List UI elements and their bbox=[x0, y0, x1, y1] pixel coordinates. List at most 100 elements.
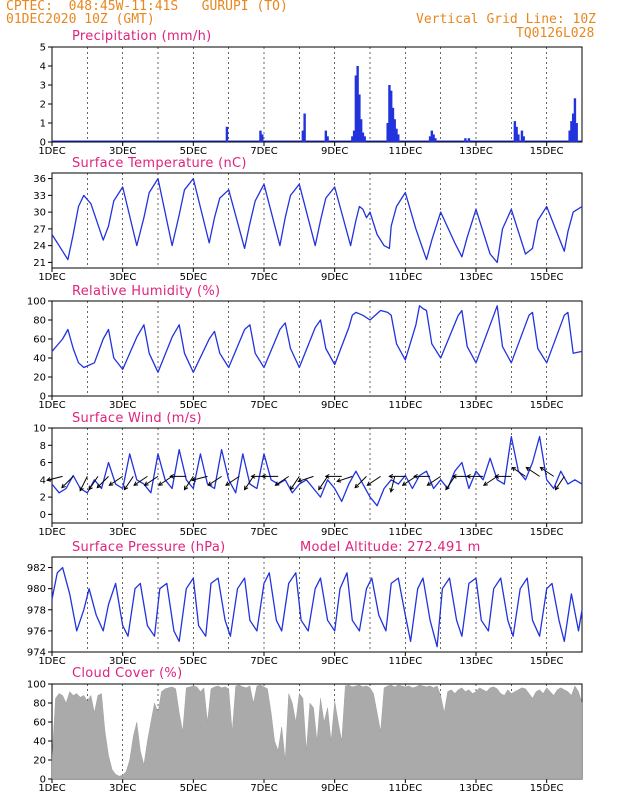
cloud-xtick-label: 7DEC bbox=[250, 783, 277, 794]
precip-xtick-label: 5DEC bbox=[180, 146, 207, 157]
wind-arrow bbox=[79, 476, 88, 491]
temp-ytick-label: 30 bbox=[33, 208, 46, 219]
precip-xtick-label: 15DEC bbox=[530, 146, 564, 157]
rh-ytick-label: 80 bbox=[33, 316, 46, 327]
rh-ytick-label: 100 bbox=[27, 297, 46, 308]
precip-bar bbox=[573, 98, 577, 142]
pres-xtick-label: 11DEC bbox=[388, 656, 422, 667]
pres-xtick-label: 7DEC bbox=[250, 656, 277, 667]
wind-arrow-head bbox=[243, 485, 249, 491]
wind-arrow-head bbox=[79, 486, 84, 492]
precip-ytick-label: 3 bbox=[40, 81, 46, 92]
header-run-time: 01DEC2020 10Z (GMT) bbox=[6, 12, 155, 27]
wind-xtick-label: 5DEC bbox=[180, 527, 207, 538]
cloud-xtick-label: 5DEC bbox=[180, 783, 207, 794]
wind-ytick-label: 0 bbox=[40, 510, 46, 521]
precip-bar bbox=[259, 130, 262, 142]
wind-arrow-head bbox=[289, 485, 295, 491]
wind-ytick-label: 4 bbox=[40, 475, 46, 486]
wind-arrow-head bbox=[88, 485, 93, 491]
wind-xtick-label: 11DEC bbox=[388, 527, 422, 538]
wind-arrow bbox=[540, 467, 555, 477]
pres-title: Surface Pressure (hPa) bbox=[72, 540, 226, 555]
wind-xtick-label: 3DEC bbox=[109, 527, 136, 538]
wind-arrow-head bbox=[96, 483, 102, 489]
precip-ytick-label: 4 bbox=[40, 62, 46, 73]
model-altitude-label: Model Altitude: 272.491 m bbox=[300, 540, 481, 555]
precip-bar bbox=[575, 123, 578, 142]
wind-arrow-head bbox=[143, 481, 149, 486]
precip-bar bbox=[522, 136, 525, 142]
wind-arrow-head bbox=[108, 481, 114, 486]
wind-arrow-head bbox=[183, 485, 189, 491]
wind-arrow-head bbox=[401, 481, 407, 486]
wind-arrow bbox=[275, 475, 290, 486]
precip-bar bbox=[430, 130, 434, 142]
header-model-code: TQ0126L028 bbox=[516, 26, 595, 41]
precip-bar bbox=[352, 130, 356, 142]
rh-xtick-label: 5DEC bbox=[180, 400, 207, 411]
wind-arrow-head bbox=[389, 487, 394, 493]
rh-xtick-label: 15DEC bbox=[530, 400, 564, 411]
rh-xtick-label: 13DEC bbox=[459, 400, 493, 411]
wind-arrow bbox=[109, 475, 123, 486]
pres-series-line bbox=[51, 566, 583, 648]
cloud-title: Cloud Cover (%) bbox=[72, 666, 182, 681]
wind-arrow bbox=[144, 475, 159, 486]
rh-xtick-label: 1DEC bbox=[38, 400, 65, 411]
wind-arrow bbox=[46, 475, 63, 481]
wind-xtick-label: 9DEC bbox=[321, 527, 348, 538]
wind-xtick-label: 7DEC bbox=[250, 527, 277, 538]
precip-bar bbox=[390, 90, 393, 142]
header-source: CPTEC: bbox=[6, 0, 53, 14]
precip-bar bbox=[386, 123, 389, 142]
wind-arrow-head bbox=[354, 483, 360, 489]
temp-xtick-label: 15DEC bbox=[530, 272, 564, 283]
header-source-location: CPTEC: 048:45W-11:41S GURUPI (TO) bbox=[6, 0, 288, 14]
precip-frame bbox=[51, 46, 583, 143]
wind-arrow bbox=[61, 476, 74, 489]
rh-xtick-label: 9DEC bbox=[321, 400, 348, 411]
temp-ytick-label: 24 bbox=[33, 241, 46, 252]
wind-arrow bbox=[354, 476, 367, 489]
wind-arrow-head bbox=[511, 466, 517, 472]
rh-ytick-label: 20 bbox=[33, 373, 46, 384]
precip-bar bbox=[513, 121, 517, 142]
wind-ytick-label: 10 bbox=[33, 424, 46, 435]
wind-xtick-label: 13DEC bbox=[459, 527, 493, 538]
wind-arrow-head bbox=[445, 485, 450, 491]
wind-arrow-head bbox=[426, 481, 432, 486]
wind-arrow-head bbox=[169, 474, 175, 479]
precip-bar bbox=[434, 138, 437, 142]
precip-bar bbox=[517, 134, 520, 142]
precip-bar bbox=[571, 113, 575, 142]
precip-xtick-label: 1DEC bbox=[38, 146, 65, 157]
wind-arrow-head bbox=[413, 474, 418, 479]
cloud-xtick-label: 11DEC bbox=[388, 783, 422, 794]
precip-xtick-label: 7DEC bbox=[250, 146, 277, 157]
wind-frame bbox=[51, 427, 583, 524]
cloud-ytick-label: 80 bbox=[33, 699, 46, 710]
precip-ytick-label: 5 bbox=[40, 43, 46, 54]
precip-ytick-label: 2 bbox=[40, 100, 46, 111]
temp-ytick-label: 33 bbox=[33, 191, 46, 202]
precip-bar bbox=[225, 126, 229, 142]
pres-ytick-label: 976 bbox=[27, 626, 46, 637]
temp-ytick-label: 21 bbox=[33, 258, 46, 269]
wind-arrow bbox=[88, 476, 99, 490]
precip-bar bbox=[326, 136, 329, 142]
wind-arrow-head bbox=[494, 474, 500, 479]
precip-bar bbox=[359, 119, 363, 142]
wind-arrow bbox=[298, 475, 314, 482]
pres-xtick-label: 9DEC bbox=[321, 656, 348, 667]
pres-xtick-label: 1DEC bbox=[38, 656, 65, 667]
cloud-ytick-label: 60 bbox=[33, 718, 46, 729]
precip-bar bbox=[391, 107, 395, 142]
precip-bar bbox=[515, 126, 518, 142]
wind-series-line bbox=[51, 435, 583, 507]
precip-xtick-label: 11DEC bbox=[388, 146, 422, 157]
precip-ytick-label: 1 bbox=[40, 119, 46, 130]
rh-ytick-label: 40 bbox=[33, 354, 46, 365]
temp-xtick-label: 13DEC bbox=[459, 272, 493, 283]
